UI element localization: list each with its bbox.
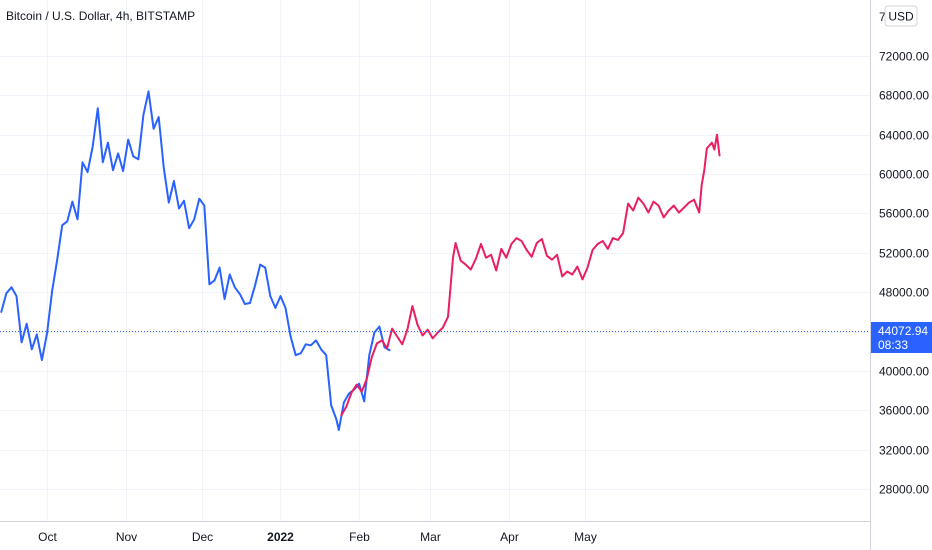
- price-axis[interactable]: 72000.00 68000.00 64000.00 60000.00 56000.00…: [879, 50, 929, 497]
- x-tick-label: Apr: [500, 530, 519, 544]
- price-tag-price: 44072.94: [878, 324, 928, 338]
- currency-button-frame[interactable]: [884, 5, 918, 27]
- x-tick-label: Nov: [116, 530, 137, 544]
- currency-button-label[interactable]: USD: [888, 10, 914, 24]
- series-line-actual: [0, 90, 391, 431]
- y-tick-label: 40000.00: [879, 365, 929, 379]
- x-tick-label: Mar: [420, 530, 441, 544]
- y-tick-label: 28000.00: [879, 483, 929, 497]
- y-tick-label: 60000.00: [879, 168, 929, 182]
- y-tick-label: 72000.00: [879, 50, 929, 64]
- y-tick-label: 64000.00: [879, 129, 929, 143]
- series-layer: [0, 90, 721, 431]
- x-tick-label: Oct: [38, 530, 57, 544]
- price-tag-countdown: 08:33: [878, 338, 908, 352]
- price-tag-background: [871, 322, 932, 353]
- x-tick-label: May: [574, 530, 597, 544]
- series-line-projection: [340, 133, 721, 417]
- time-axis[interactable]: Oct Nov Dec 2022 Feb Mar Apr May: [38, 530, 597, 544]
- y-tick-label: 32000.00: [879, 444, 929, 458]
- chart-title: Bitcoin / U.S. Dollar, 4h, BITSTAMP: [6, 9, 195, 23]
- y-tick-label: 48000.00: [879, 286, 929, 300]
- current-price-tag: 44072.94 08:33: [871, 322, 932, 353]
- x-tick-label: Dec: [192, 530, 213, 544]
- currency-button[interactable]: USD: [884, 5, 918, 27]
- x-tick-label: 2022: [267, 530, 294, 544]
- x-tick-label: Feb: [349, 530, 370, 544]
- y-tick-label: 68000.00: [879, 89, 929, 103]
- y-tick-label: 36000.00: [879, 404, 929, 418]
- chart-grid: [0, 0, 870, 521]
- y-tick-label: 56000.00: [879, 207, 929, 221]
- y-tick-label: 52000.00: [879, 247, 929, 261]
